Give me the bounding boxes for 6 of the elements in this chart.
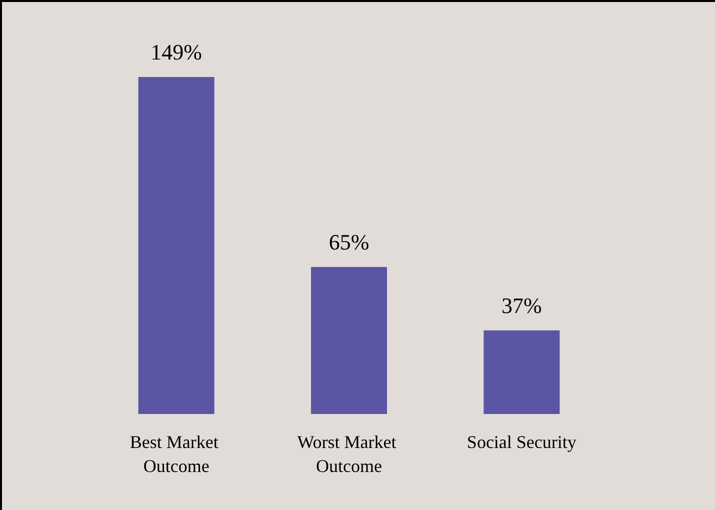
x-tick-label: Worst Market Outcome	[297, 432, 401, 476]
data-label: 65%	[328, 229, 370, 254]
data-label: 37%	[502, 292, 542, 318]
x-tick-label: Social Security	[466, 432, 576, 452]
data-label: 149%	[150, 40, 202, 64]
x-tick-label: Best Market Outcome	[130, 432, 223, 476]
